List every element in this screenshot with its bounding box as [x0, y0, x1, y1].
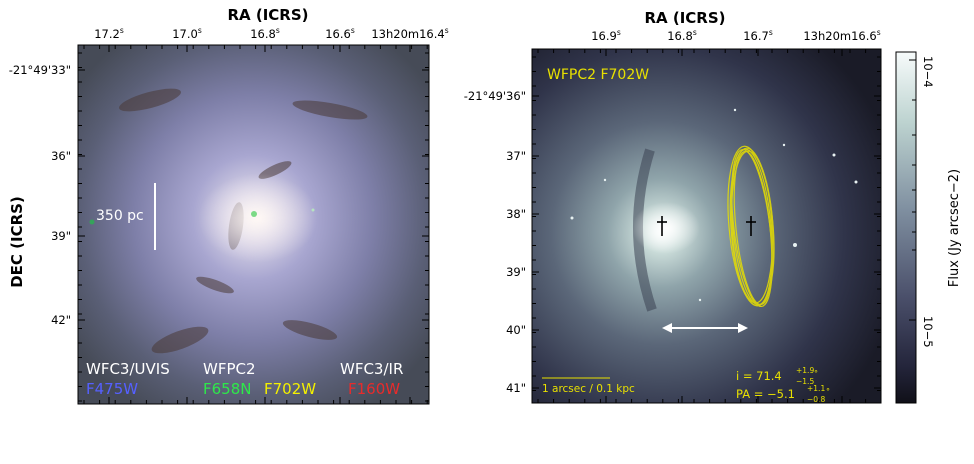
- right-ra-tick-1: 16.8s: [667, 28, 697, 43]
- pa-value: PA = −5.1: [736, 387, 795, 401]
- left-dec-tick-1: 36": [51, 149, 71, 163]
- right-ra-tick-2: 16.7s: [743, 28, 773, 43]
- left-tick-marks: [78, 45, 429, 404]
- colorbar: [895, 51, 917, 404]
- separation-arrow: [662, 323, 748, 333]
- pa-err-down: −0.8: [807, 395, 825, 404]
- left-ra-tick-3: 16.6s: [325, 26, 355, 41]
- scale-bar-label: 350 pc: [96, 208, 144, 224]
- inclination-value: i = 71.4: [736, 369, 782, 383]
- left-dec-tick-2: 39": [51, 229, 71, 243]
- right-x-axis-title: RA (ICRS): [644, 9, 725, 27]
- right-dec-tick-3: 39": [506, 265, 526, 279]
- pa-err-up: +1.1: [807, 384, 825, 393]
- instrument-label-ir: WFC3/IR: [340, 360, 403, 378]
- right-image: WFPC2 F702W 1 arcsec / 0.1 kpc i = 71.4 …: [532, 49, 881, 404]
- center-markers: [657, 216, 756, 236]
- colorbar-tick-bottom: 10−5: [921, 316, 935, 348]
- left-image: 350 pc WFC3/UVIS WFPC2 WFC3/IR F475W F65…: [78, 45, 429, 404]
- panel-label: WFPC2 F702W: [547, 67, 649, 83]
- angular-scale-label: 1 arcsec / 0.1 kpc: [542, 383, 635, 395]
- right-ra-tick-labels: 16.9s 16.8s 16.7s 13h20m16.6s: [591, 28, 880, 43]
- inclination-err-down: −1.5: [796, 377, 814, 386]
- filter-label-f658n: F658N: [203, 380, 251, 398]
- right-dec-tick-4: 40": [506, 323, 526, 337]
- colorbar-label: Flux (Jy arcsec−2): [947, 169, 962, 287]
- instrument-label-wfpc2: WFPC2: [203, 360, 256, 378]
- right-frame: [531, 48, 882, 404]
- inclination-degree: °: [814, 369, 818, 378]
- colorbar-ticks: [909, 59, 916, 321]
- left-y-axis-title: DEC (ICRS): [8, 196, 26, 288]
- right-tick-marks: [532, 49, 881, 403]
- left-ra-tick-2: 16.8s: [250, 26, 280, 41]
- right-dec-tick-1: 37": [506, 149, 526, 163]
- fit-results: i = 71.4 +1.9 −1.5 ° PA = −5.1 +1.1 −0.8…: [736, 366, 830, 404]
- left-ra-tick-0: 17.2s: [94, 26, 124, 41]
- fitted-ellipses: [727, 145, 775, 308]
- pa-degree: °: [826, 387, 830, 396]
- left-frame: [77, 44, 430, 405]
- left-ra-tick-labels: 17.2s 17.0s 16.8s 16.6s 13h20m16.4s: [94, 26, 448, 41]
- left-dec-tick-3: 42": [51, 313, 71, 327]
- inclination-err-up: +1.9: [796, 366, 814, 375]
- right-dec-tick-0: -21°49'36": [464, 89, 526, 103]
- right-dec-tick-labels: -21°49'36" 37" 38" 39" 40" 41": [464, 89, 526, 395]
- filter-label-f475w: F475W: [86, 380, 138, 398]
- left-x-axis-title: RA (ICRS): [227, 6, 308, 24]
- right-dec-tick-2: 38": [506, 207, 526, 221]
- right-ra-tick-0: 16.9s: [591, 28, 621, 43]
- left-ra-tick-4: 13h20m16.4s: [371, 26, 448, 41]
- right-dec-tick-5: 41": [506, 381, 526, 395]
- left-dec-tick-labels: -21°49'33" 36" 39" 42": [9, 63, 71, 327]
- left-ra-tick-1: 17.0s: [172, 26, 202, 41]
- filter-label-f160w: F160W: [348, 380, 400, 398]
- colorbar-tick-top: 10−4: [921, 56, 935, 88]
- instrument-label-uvis: WFC3/UVIS: [86, 360, 170, 378]
- left-dec-tick-0: -21°49'33": [9, 63, 71, 77]
- filter-label-f702w: F702W: [264, 380, 316, 398]
- right-ra-tick-3: 13h20m16.6s: [803, 28, 880, 43]
